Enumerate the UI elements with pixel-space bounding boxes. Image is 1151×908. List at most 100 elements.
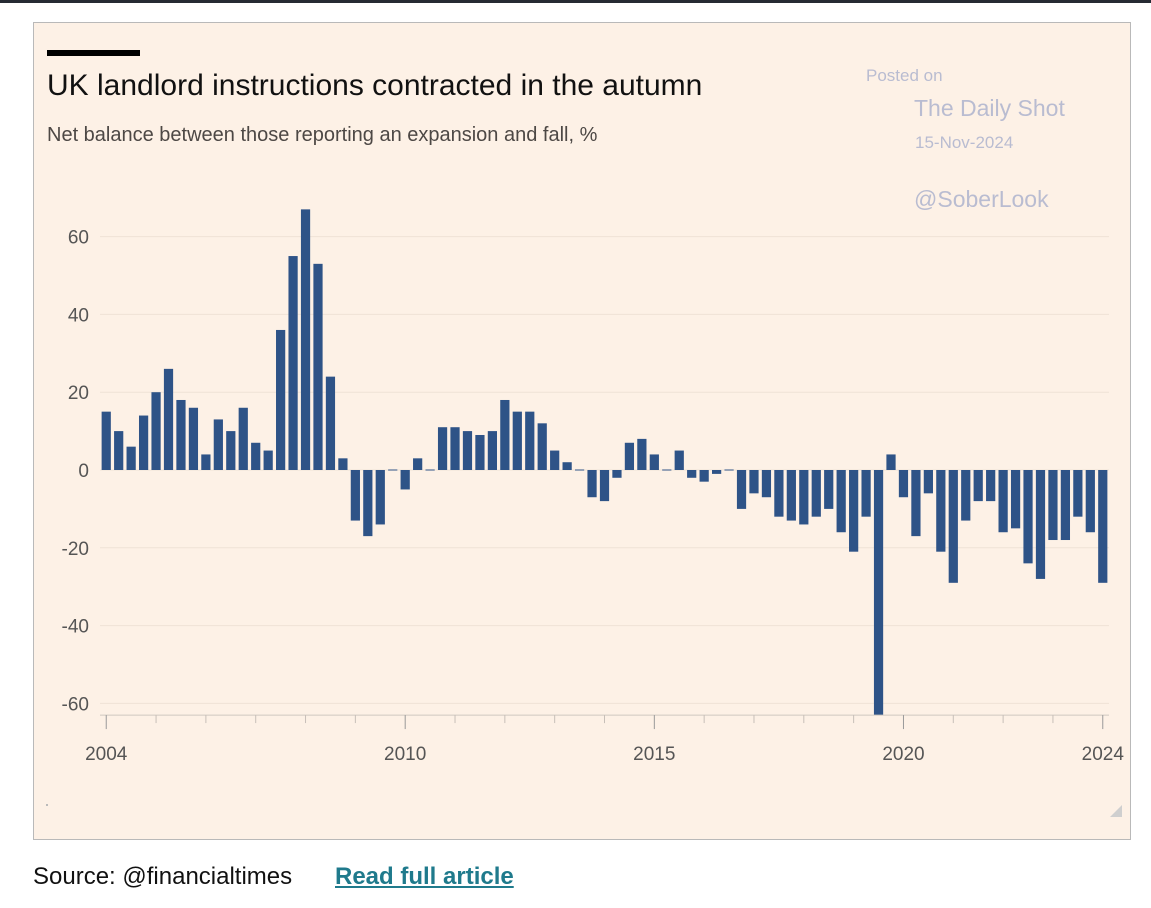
bar — [288, 256, 298, 470]
bar — [413, 458, 423, 470]
bar — [612, 470, 622, 478]
bar — [774, 470, 784, 517]
bar — [799, 470, 809, 525]
watermark-handle: @SoberLook — [914, 186, 1049, 212]
bar — [861, 470, 871, 517]
y-tick-label: -60 — [62, 694, 89, 715]
x-axis: 2004 2010 2015 2020 2024 — [85, 714, 1125, 765]
bar — [986, 470, 996, 502]
bar — [226, 431, 236, 470]
bar — [550, 450, 560, 470]
x-tick-label: 2020 — [882, 744, 924, 765]
bar — [400, 470, 410, 490]
bar — [176, 399, 186, 470]
x-tick-label: 2010 — [384, 744, 426, 765]
bar — [213, 419, 223, 470]
bar — [1023, 470, 1033, 564]
bar — [350, 470, 360, 521]
bar — [811, 470, 821, 517]
bar — [276, 329, 286, 470]
bar — [562, 462, 572, 470]
bar — [624, 442, 635, 470]
bar — [886, 454, 896, 470]
chart-subtitle: Net balance between those reporting an e… — [47, 124, 598, 146]
bar — [263, 450, 273, 470]
bar — [936, 470, 946, 552]
bar — [450, 427, 460, 470]
bar — [637, 438, 647, 470]
bar — [500, 399, 510, 470]
title-accent-bar — [47, 50, 140, 56]
y-tick-label: 60 — [68, 228, 89, 249]
bar — [712, 470, 722, 474]
resize-handle-icon — [1110, 805, 1122, 817]
bar — [948, 470, 958, 583]
y-axis-ticks: 60 40 20 0 -20 -40 -60 — [62, 228, 89, 716]
y-tick-label: 40 — [68, 305, 89, 326]
bar — [836, 470, 846, 533]
bar — [1048, 470, 1058, 541]
bar — [687, 470, 697, 478]
bar — [300, 209, 311, 470]
bar — [749, 470, 759, 494]
bar — [1098, 470, 1108, 583]
bar — [649, 454, 659, 470]
bar — [363, 470, 373, 537]
bar — [1060, 470, 1071, 541]
bar-chart: 60 40 20 0 -20 -40 -60 2004 2010 2015 2020 2024 — [62, 209, 1125, 765]
bar — [1010, 470, 1021, 529]
bar — [998, 470, 1008, 533]
bar — [662, 469, 672, 471]
bar — [1073, 470, 1083, 517]
y-tick-label: 20 — [68, 383, 89, 404]
bar — [138, 415, 149, 470]
bar — [151, 392, 161, 470]
bar — [587, 470, 597, 498]
bar — [437, 427, 448, 470]
bar — [475, 434, 485, 470]
bar — [201, 454, 211, 470]
bar — [525, 411, 535, 470]
bar — [114, 431, 124, 470]
bar — [375, 470, 385, 525]
bar — [251, 442, 261, 470]
x-tick-label: 2024 — [1082, 744, 1125, 765]
bar — [425, 469, 435, 471]
corner-dot — [46, 804, 48, 806]
footer-source: Source: @financialtimes — [33, 863, 293, 890]
bar — [1035, 470, 1046, 579]
x-tick-label: 2015 — [633, 744, 675, 765]
y-tick-label: -40 — [62, 617, 89, 638]
bar — [462, 431, 473, 470]
bar — [101, 411, 111, 470]
bar — [487, 431, 497, 470]
bar — [674, 450, 684, 470]
bars — [101, 209, 1108, 716]
bar — [699, 470, 709, 482]
bar — [599, 470, 610, 502]
bar — [126, 446, 136, 470]
bar — [973, 470, 983, 502]
bar — [849, 470, 859, 552]
top-rule — [0, 0, 1151, 3]
bar — [923, 470, 933, 494]
read-full-article-link[interactable]: Read full article — [335, 863, 514, 890]
bar — [238, 407, 248, 470]
bar — [786, 470, 796, 521]
chart-panel: UK landlord instructions contracted in t… — [33, 22, 1131, 840]
bar — [537, 423, 547, 470]
bar — [188, 407, 199, 470]
bar — [338, 458, 348, 470]
bar — [574, 469, 585, 471]
bar — [512, 411, 522, 470]
y-tick-label: 0 — [78, 461, 89, 482]
bar — [761, 470, 772, 498]
watermark-posted-on: Posted on — [866, 66, 943, 85]
watermark-date: 15-Nov-2024 — [915, 133, 1014, 152]
chart-title: UK landlord instructions contracted in t… — [47, 69, 703, 102]
bar — [325, 376, 336, 470]
bar — [313, 263, 323, 470]
bar — [824, 470, 834, 509]
bar — [1085, 470, 1095, 533]
bar — [736, 470, 747, 509]
